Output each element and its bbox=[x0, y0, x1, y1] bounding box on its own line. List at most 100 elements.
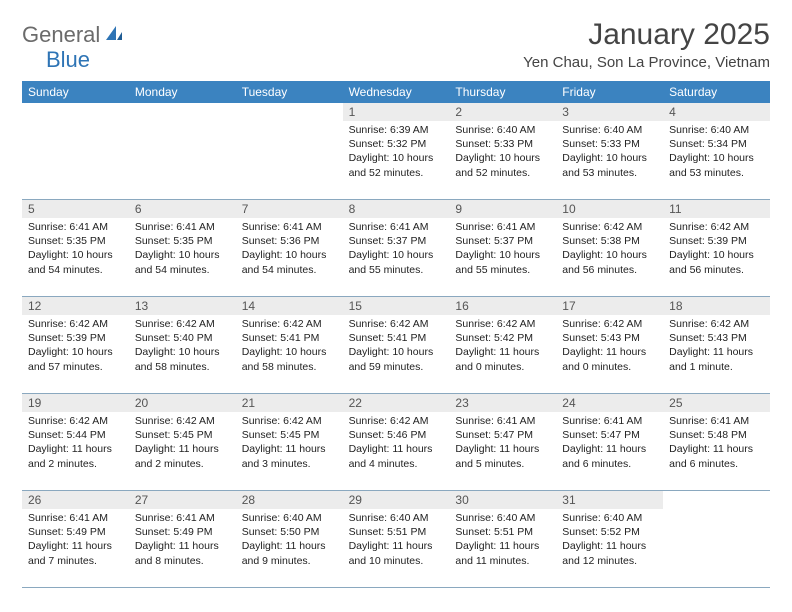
day-number bbox=[129, 103, 236, 121]
day-info: Sunrise: 6:40 AMSunset: 5:34 PMDaylight:… bbox=[667, 121, 766, 180]
day-number bbox=[236, 103, 343, 121]
day-number: 10 bbox=[556, 200, 663, 218]
day-number: 17 bbox=[556, 297, 663, 315]
daynum-row: 567891011 bbox=[22, 200, 770, 218]
day-info: Sunrise: 6:41 AMSunset: 5:47 PMDaylight:… bbox=[453, 412, 552, 471]
day-number: 30 bbox=[449, 491, 556, 509]
day-info: Sunrise: 6:41 AMSunset: 5:37 PMDaylight:… bbox=[347, 218, 446, 277]
day-cell: Sunrise: 6:40 AMSunset: 5:52 PMDaylight:… bbox=[556, 509, 663, 587]
day-info: Sunrise: 6:42 AMSunset: 5:44 PMDaylight:… bbox=[26, 412, 125, 471]
day-info: Sunrise: 6:42 AMSunset: 5:40 PMDaylight:… bbox=[133, 315, 232, 374]
day-number: 22 bbox=[343, 394, 450, 412]
day-info: Sunrise: 6:42 AMSunset: 5:42 PMDaylight:… bbox=[453, 315, 552, 374]
location: Yen Chau, Son La Province, Vietnam bbox=[523, 54, 770, 71]
day-cell bbox=[22, 121, 129, 199]
weekday-header: Sunday Monday Tuesday Wednesday Thursday… bbox=[22, 81, 770, 103]
weekday-sat: Saturday bbox=[663, 81, 770, 103]
day-cell: Sunrise: 6:41 AMSunset: 5:47 PMDaylight:… bbox=[449, 412, 556, 490]
day-number: 23 bbox=[449, 394, 556, 412]
day-info: Sunrise: 6:42 AMSunset: 5:45 PMDaylight:… bbox=[133, 412, 232, 471]
day-cell: Sunrise: 6:40 AMSunset: 5:51 PMDaylight:… bbox=[449, 509, 556, 587]
day-number: 27 bbox=[129, 491, 236, 509]
day-cell: Sunrise: 6:42 AMSunset: 5:39 PMDaylight:… bbox=[22, 315, 129, 393]
day-number: 31 bbox=[556, 491, 663, 509]
day-info: Sunrise: 6:40 AMSunset: 5:33 PMDaylight:… bbox=[560, 121, 659, 180]
day-cell: Sunrise: 6:42 AMSunset: 5:44 PMDaylight:… bbox=[22, 412, 129, 490]
day-cell: Sunrise: 6:42 AMSunset: 5:40 PMDaylight:… bbox=[129, 315, 236, 393]
content-row: Sunrise: 6:39 AMSunset: 5:32 PMDaylight:… bbox=[22, 121, 770, 199]
day-cell: Sunrise: 6:41 AMSunset: 5:49 PMDaylight:… bbox=[129, 509, 236, 587]
day-number: 4 bbox=[663, 103, 770, 121]
day-cell: Sunrise: 6:42 AMSunset: 5:43 PMDaylight:… bbox=[556, 315, 663, 393]
day-cell: Sunrise: 6:41 AMSunset: 5:37 PMDaylight:… bbox=[343, 218, 450, 296]
title-block: January 2025 Yen Chau, Son La Province, … bbox=[523, 18, 770, 71]
week-row: 262728293031Sunrise: 6:41 AMSunset: 5:49… bbox=[22, 491, 770, 588]
weekday-tue: Tuesday bbox=[236, 81, 343, 103]
calendar: Sunday Monday Tuesday Wednesday Thursday… bbox=[22, 81, 770, 588]
day-cell: Sunrise: 6:42 AMSunset: 5:41 PMDaylight:… bbox=[236, 315, 343, 393]
day-info: Sunrise: 6:42 AMSunset: 5:41 PMDaylight:… bbox=[347, 315, 446, 374]
day-number: 3 bbox=[556, 103, 663, 121]
day-cell: Sunrise: 6:40 AMSunset: 5:33 PMDaylight:… bbox=[449, 121, 556, 199]
day-cell bbox=[663, 509, 770, 587]
day-number: 11 bbox=[663, 200, 770, 218]
day-number: 18 bbox=[663, 297, 770, 315]
weekday-thu: Thursday bbox=[449, 81, 556, 103]
day-number: 8 bbox=[343, 200, 450, 218]
day-cell bbox=[129, 121, 236, 199]
weeks-container: 1234Sunrise: 6:39 AMSunset: 5:32 PMDayli… bbox=[22, 103, 770, 588]
day-info: Sunrise: 6:42 AMSunset: 5:39 PMDaylight:… bbox=[26, 315, 125, 374]
day-info: Sunrise: 6:41 AMSunset: 5:36 PMDaylight:… bbox=[240, 218, 339, 277]
day-info: Sunrise: 6:41 AMSunset: 5:35 PMDaylight:… bbox=[26, 218, 125, 277]
day-number: 24 bbox=[556, 394, 663, 412]
day-cell bbox=[236, 121, 343, 199]
day-number: 15 bbox=[343, 297, 450, 315]
day-number: 12 bbox=[22, 297, 129, 315]
day-cell: Sunrise: 6:41 AMSunset: 5:49 PMDaylight:… bbox=[22, 509, 129, 587]
day-info: Sunrise: 6:40 AMSunset: 5:51 PMDaylight:… bbox=[347, 509, 446, 568]
logo-text-blue: Blue bbox=[46, 47, 90, 73]
day-cell: Sunrise: 6:41 AMSunset: 5:37 PMDaylight:… bbox=[449, 218, 556, 296]
day-number bbox=[22, 103, 129, 121]
logo-text-general: General bbox=[22, 22, 100, 48]
weekday-mon: Monday bbox=[129, 81, 236, 103]
day-number: 6 bbox=[129, 200, 236, 218]
day-cell: Sunrise: 6:41 AMSunset: 5:48 PMDaylight:… bbox=[663, 412, 770, 490]
day-number: 5 bbox=[22, 200, 129, 218]
weekday-sun: Sunday bbox=[22, 81, 129, 103]
week-row: 19202122232425Sunrise: 6:42 AMSunset: 5:… bbox=[22, 394, 770, 491]
day-info: Sunrise: 6:42 AMSunset: 5:43 PMDaylight:… bbox=[667, 315, 766, 374]
day-info: Sunrise: 6:41 AMSunset: 5:47 PMDaylight:… bbox=[560, 412, 659, 471]
day-cell: Sunrise: 6:42 AMSunset: 5:39 PMDaylight:… bbox=[663, 218, 770, 296]
day-number: 29 bbox=[343, 491, 450, 509]
week-row: 12131415161718Sunrise: 6:42 AMSunset: 5:… bbox=[22, 297, 770, 394]
day-cell: Sunrise: 6:40 AMSunset: 5:34 PMDaylight:… bbox=[663, 121, 770, 199]
day-info: Sunrise: 6:40 AMSunset: 5:52 PMDaylight:… bbox=[560, 509, 659, 568]
day-number: 7 bbox=[236, 200, 343, 218]
day-info: Sunrise: 6:42 AMSunset: 5:46 PMDaylight:… bbox=[347, 412, 446, 471]
weekday-wed: Wednesday bbox=[343, 81, 450, 103]
daynum-row: 12131415161718 bbox=[22, 297, 770, 315]
day-number: 28 bbox=[236, 491, 343, 509]
week-row: 567891011Sunrise: 6:41 AMSunset: 5:35 PM… bbox=[22, 200, 770, 297]
day-cell: Sunrise: 6:41 AMSunset: 5:35 PMDaylight:… bbox=[129, 218, 236, 296]
day-info: Sunrise: 6:41 AMSunset: 5:35 PMDaylight:… bbox=[133, 218, 232, 277]
day-cell: Sunrise: 6:41 AMSunset: 5:35 PMDaylight:… bbox=[22, 218, 129, 296]
day-info: Sunrise: 6:42 AMSunset: 5:41 PMDaylight:… bbox=[240, 315, 339, 374]
logo-sail-icon bbox=[104, 24, 124, 47]
daynum-row: 262728293031 bbox=[22, 491, 770, 509]
day-number bbox=[663, 491, 770, 509]
day-number: 2 bbox=[449, 103, 556, 121]
day-cell: Sunrise: 6:42 AMSunset: 5:45 PMDaylight:… bbox=[236, 412, 343, 490]
day-cell: Sunrise: 6:40 AMSunset: 5:33 PMDaylight:… bbox=[556, 121, 663, 199]
day-info: Sunrise: 6:42 AMSunset: 5:45 PMDaylight:… bbox=[240, 412, 339, 471]
month-title: January 2025 bbox=[523, 18, 770, 52]
daynum-row: 1234 bbox=[22, 103, 770, 121]
day-cell: Sunrise: 6:42 AMSunset: 5:45 PMDaylight:… bbox=[129, 412, 236, 490]
day-cell: Sunrise: 6:41 AMSunset: 5:47 PMDaylight:… bbox=[556, 412, 663, 490]
day-cell: Sunrise: 6:42 AMSunset: 5:43 PMDaylight:… bbox=[663, 315, 770, 393]
day-number: 14 bbox=[236, 297, 343, 315]
day-number: 19 bbox=[22, 394, 129, 412]
day-info: Sunrise: 6:40 AMSunset: 5:50 PMDaylight:… bbox=[240, 509, 339, 568]
content-row: Sunrise: 6:41 AMSunset: 5:49 PMDaylight:… bbox=[22, 509, 770, 587]
